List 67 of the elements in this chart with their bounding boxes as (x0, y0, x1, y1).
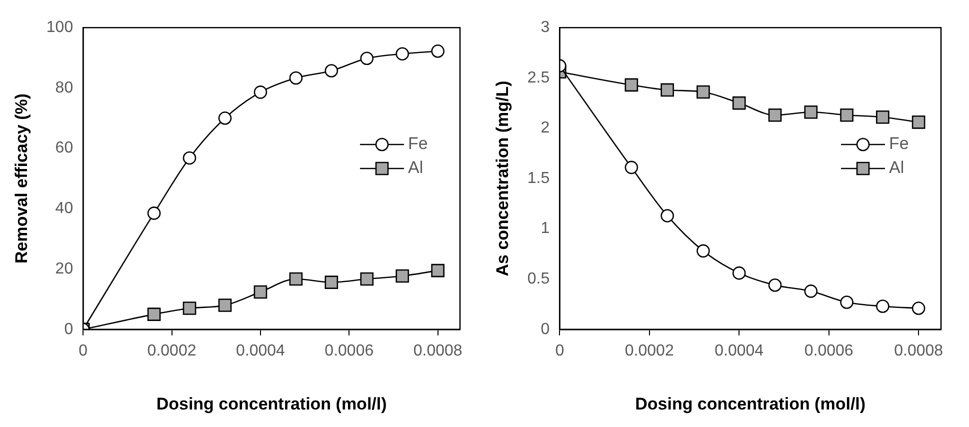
y-tick-label: 20 (55, 260, 74, 278)
x-tick-label: 0.0006 (324, 342, 374, 360)
y-axis-title: Removal efficacy (%) (12, 93, 31, 264)
point (289, 71, 303, 85)
x-tick-label: 0 (78, 342, 88, 360)
point (732, 96, 746, 110)
y-tick-label: 40 (55, 200, 74, 218)
point (696, 244, 710, 258)
point (147, 206, 161, 220)
legend-label: Al (889, 158, 904, 178)
point (624, 160, 638, 174)
point (218, 111, 232, 125)
legend-label: Al (408, 158, 424, 178)
x-axis-title: Dosing concentration (mol/l) (635, 394, 866, 414)
point (660, 209, 674, 222)
point (396, 47, 410, 61)
point (254, 285, 268, 299)
y-tick-label: 0 (64, 320, 74, 338)
x-tick-label: 0.0004 (714, 342, 764, 360)
legend-label: Fe (408, 134, 428, 154)
y-tick-label: 0.5 (527, 270, 550, 288)
point (324, 276, 338, 289)
point (912, 116, 926, 129)
point (254, 86, 268, 99)
point (876, 300, 890, 313)
x-tick-label: 0.0006 (804, 342, 854, 360)
y-tick-label: 1 (540, 220, 550, 238)
y-tick-label: 3 (540, 19, 550, 36)
point (840, 296, 854, 309)
point (360, 52, 374, 66)
legend-label: Fe (889, 134, 909, 154)
point (660, 83, 674, 97)
point (182, 151, 196, 165)
x-tick-label: 0.0004 (236, 342, 286, 360)
point (840, 108, 854, 122)
point (182, 302, 196, 315)
point (147, 308, 161, 321)
x-tick-label: 0 (555, 342, 564, 360)
x-axis-title: Dosing concentration (mol/l) (156, 394, 387, 414)
x-tick-label: 0.0008 (413, 342, 462, 360)
point (876, 110, 890, 124)
y-tick-label: 60 (55, 140, 74, 157)
point (804, 284, 818, 298)
point (624, 78, 638, 92)
point (732, 266, 746, 280)
point (289, 272, 303, 286)
y-tick-label: 100 (46, 19, 74, 36)
y-tick-label: 80 (55, 79, 74, 96)
point (768, 278, 782, 292)
y-tick-label: 0 (540, 320, 550, 338)
x-tick-label: 0.0002 (624, 342, 674, 360)
point (431, 264, 444, 278)
y-axis-title: As concentration (mg/L) (492, 80, 512, 276)
point (912, 302, 926, 315)
point (768, 108, 782, 122)
point (218, 298, 232, 312)
x-tick-label: 0.0008 (894, 342, 944, 360)
y-tick-label: 2.5 (527, 69, 550, 86)
point (396, 269, 410, 283)
y-tick-label: 1.5 (527, 170, 550, 187)
point (431, 44, 444, 58)
point (696, 85, 710, 99)
point (360, 272, 374, 286)
point (804, 105, 818, 119)
point (324, 64, 338, 78)
x-tick-label: 0.0002 (147, 342, 196, 360)
y-tick-label: 2 (540, 120, 550, 137)
